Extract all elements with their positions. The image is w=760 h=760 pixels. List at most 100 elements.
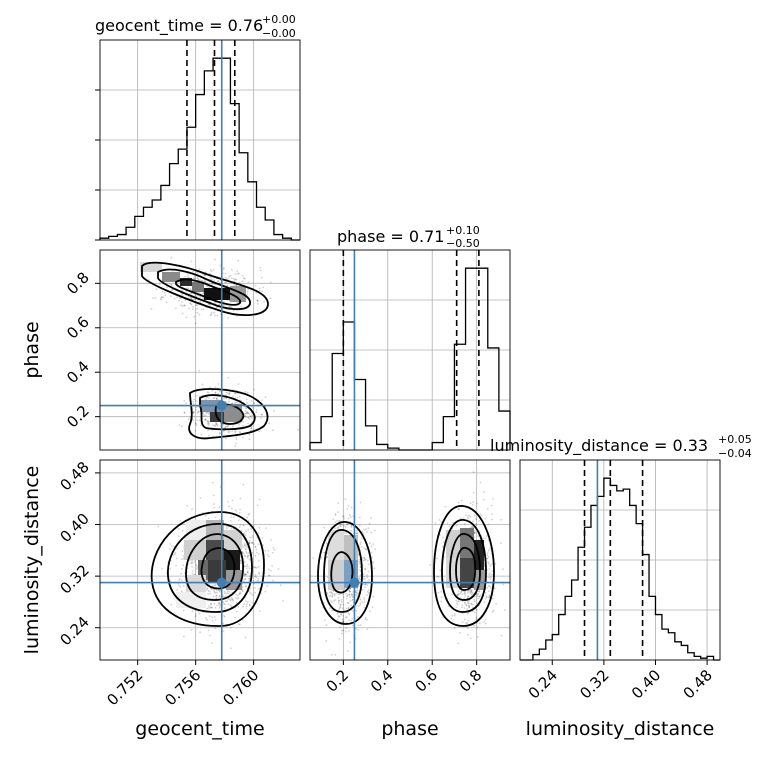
sample-point bbox=[247, 513, 250, 516]
sample-point bbox=[190, 292, 193, 295]
sample-point bbox=[189, 302, 192, 304]
sample-point bbox=[262, 286, 265, 289]
sample-point bbox=[355, 610, 357, 612]
sample-point bbox=[227, 376, 230, 379]
sample-point bbox=[460, 591, 462, 594]
sample-point bbox=[363, 606, 366, 609]
sample-point bbox=[254, 574, 257, 576]
panel-geocent-time-vs-phase: 0.2 0.4 0.6 0.8 phase bbox=[21, 249, 301, 451]
sample-point bbox=[224, 426, 227, 429]
sample-point bbox=[185, 402, 188, 404]
sample-point bbox=[218, 432, 221, 435]
sample-point bbox=[207, 429, 209, 432]
sample-point bbox=[237, 597, 240, 599]
sample-point bbox=[367, 578, 370, 581]
sample-point bbox=[334, 599, 337, 601]
sample-point bbox=[457, 593, 459, 596]
sample-point bbox=[461, 604, 464, 607]
sample-point bbox=[334, 653, 337, 656]
sample-point bbox=[341, 629, 343, 632]
sample-point bbox=[490, 563, 492, 566]
sample-point bbox=[253, 587, 256, 589]
sample-point bbox=[240, 306, 243, 308]
sample-point bbox=[234, 431, 236, 434]
sample-point bbox=[244, 391, 247, 393]
sample-point bbox=[238, 519, 240, 521]
sample-point bbox=[225, 527, 228, 530]
sample-point bbox=[225, 437, 227, 440]
sample-point bbox=[202, 292, 205, 295]
sample-point bbox=[207, 422, 210, 425]
sample-point bbox=[161, 568, 164, 570]
sample-point bbox=[234, 273, 237, 276]
sample-point bbox=[463, 601, 466, 604]
sample-point bbox=[359, 604, 362, 606]
sample-point bbox=[267, 574, 270, 577]
sample-point bbox=[207, 589, 210, 592]
sample-point bbox=[470, 602, 472, 605]
sample-point bbox=[229, 305, 231, 308]
sample-point bbox=[258, 430, 261, 433]
histogram-luminosity-distance bbox=[520, 477, 720, 661]
sample-point bbox=[452, 521, 455, 524]
sample-point bbox=[215, 595, 218, 598]
sample-point bbox=[207, 517, 210, 520]
sample-point bbox=[215, 422, 218, 424]
sample-point bbox=[246, 570, 249, 573]
sample-point bbox=[245, 546, 248, 548]
sample-point bbox=[211, 606, 214, 609]
title-geocent-time-upper: +0.00 bbox=[262, 13, 296, 26]
sample-point bbox=[339, 524, 341, 526]
sample-point bbox=[256, 299, 259, 302]
sample-point bbox=[207, 422, 209, 425]
sample-point bbox=[370, 517, 372, 519]
sample-point bbox=[453, 627, 456, 630]
sample-point bbox=[359, 624, 362, 626]
sample-point bbox=[244, 416, 247, 418]
sample-point bbox=[349, 587, 351, 590]
sample-point bbox=[213, 506, 216, 509]
sample-point bbox=[219, 264, 222, 267]
sample-point bbox=[356, 529, 358, 532]
sample-point bbox=[478, 595, 481, 598]
sample-point bbox=[224, 394, 227, 396]
sample-point bbox=[349, 516, 352, 518]
sample-point bbox=[192, 400, 195, 403]
sample-point bbox=[488, 562, 490, 565]
sample-point bbox=[484, 537, 487, 540]
sample-point bbox=[455, 524, 458, 527]
sample-point bbox=[232, 309, 235, 312]
sample-point bbox=[253, 388, 256, 391]
sample-point bbox=[194, 422, 197, 424]
sample-point bbox=[214, 584, 216, 587]
sample-point bbox=[247, 416, 250, 419]
sample-point bbox=[261, 537, 264, 539]
sample-point bbox=[446, 522, 449, 525]
sample-point bbox=[478, 595, 481, 598]
sample-point bbox=[197, 277, 200, 280]
sample-point bbox=[325, 640, 328, 642]
sample-point bbox=[436, 557, 439, 560]
sample-point bbox=[442, 545, 444, 548]
sample-point bbox=[195, 400, 197, 402]
sample-point bbox=[247, 554, 250, 557]
sample-point bbox=[238, 424, 241, 426]
sample-point bbox=[366, 618, 368, 621]
sample-point bbox=[256, 566, 258, 569]
sample-point bbox=[198, 419, 201, 422]
sample-point bbox=[372, 562, 374, 564]
sample-point bbox=[251, 414, 254, 417]
sample-point bbox=[370, 545, 373, 548]
sample-point bbox=[192, 411, 195, 414]
sample-point bbox=[227, 501, 229, 503]
histogram-phase bbox=[309, 267, 511, 451]
sample-point bbox=[175, 564, 178, 567]
sample-point bbox=[248, 604, 251, 607]
sample-point bbox=[212, 424, 214, 427]
sample-point bbox=[236, 597, 239, 600]
sample-point bbox=[475, 616, 478, 619]
sample-point bbox=[239, 559, 242, 562]
sample-point bbox=[468, 606, 471, 608]
sample-point bbox=[209, 634, 211, 637]
sample-point bbox=[228, 392, 231, 395]
